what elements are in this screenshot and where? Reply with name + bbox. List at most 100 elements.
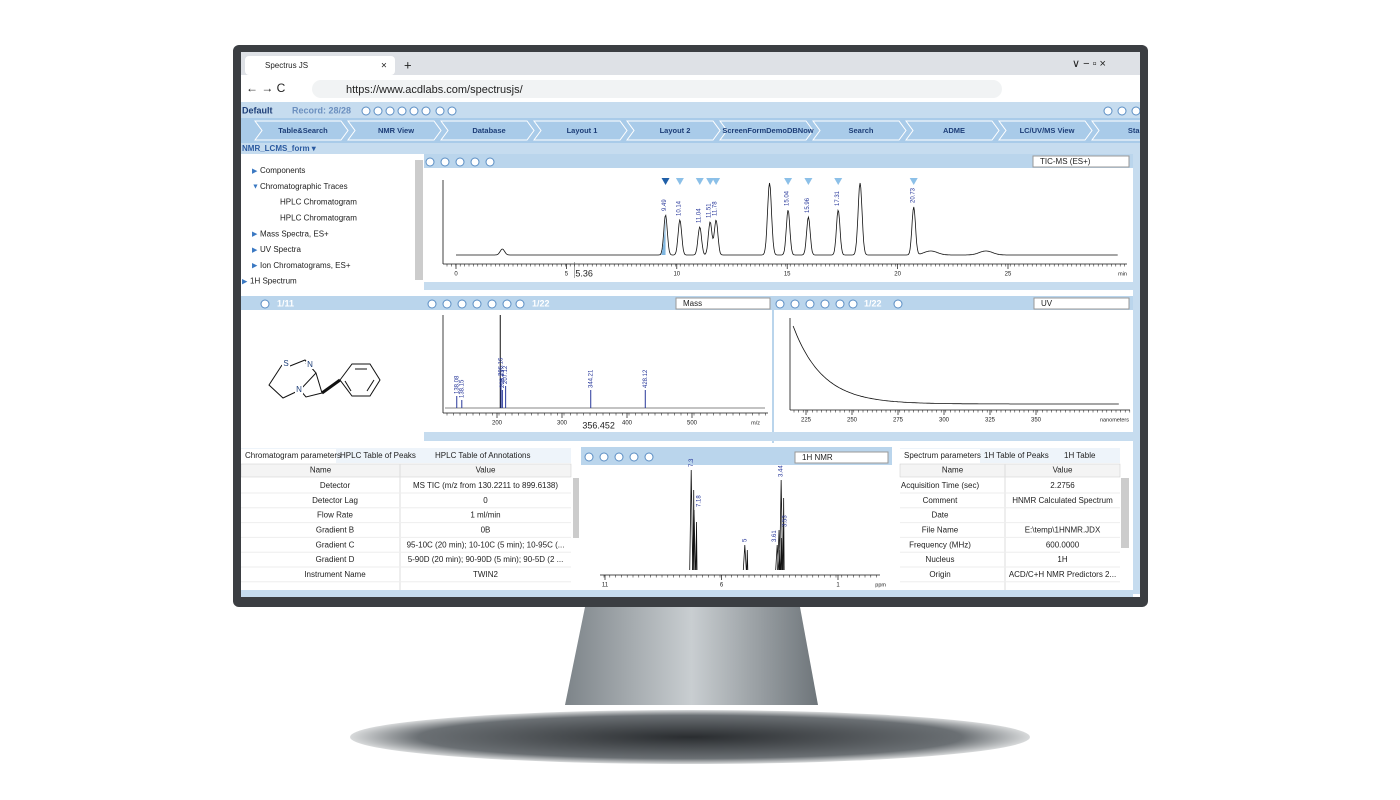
table-cell[interactable]: File Name — [922, 526, 959, 535]
mass-select[interactable] — [675, 297, 771, 310]
table-cell[interactable]: Comment — [923, 496, 958, 505]
tool-icon[interactable] — [373, 106, 383, 116]
tool-icon[interactable] — [502, 299, 512, 309]
tool-icon[interactable] — [442, 299, 452, 309]
form-name[interactable]: NMR_LCMS_form ▾ — [242, 144, 317, 153]
table-tab-label[interactable]: HPLC Table of Annotations — [435, 451, 530, 460]
tool-icon[interactable] — [260, 299, 270, 309]
table-cell[interactable]: Origin — [929, 570, 950, 579]
bottom-scrollbar[interactable] — [241, 590, 1133, 597]
tool-icon[interactable] — [425, 157, 435, 167]
tool-icon[interactable] — [805, 299, 815, 309]
tree-item[interactable]: Ion Chromatograms, ES+ — [260, 261, 351, 270]
peak-marker[interactable] — [784, 178, 793, 185]
table-tab-label[interactable]: HPLC Table of Peaks — [340, 451, 416, 460]
tool-icon[interactable] — [397, 106, 407, 116]
tool-icon[interactable] — [440, 157, 450, 167]
tool-icon[interactable] — [472, 299, 482, 309]
table-tab-label[interactable]: Chromatogram parameters — [245, 451, 341, 460]
table-cell[interactable]: Gradient D — [316, 555, 355, 564]
address-bar[interactable] — [312, 80, 1002, 98]
table-cell[interactable]: 0 — [483, 496, 488, 505]
tool-icon[interactable] — [775, 299, 785, 309]
peak-marker[interactable] — [695, 178, 704, 185]
nav-tab[interactable] — [347, 120, 442, 141]
tree-item[interactable]: Components — [260, 166, 305, 175]
tool-icon[interactable] — [629, 452, 639, 462]
table-cell[interactable]: Gradient B — [316, 526, 354, 535]
table-tab-label[interactable]: 1H Table of Peaks — [984, 451, 1049, 460]
tool-icon[interactable] — [599, 452, 609, 462]
peak-marker[interactable] — [706, 178, 715, 185]
v-scrollbar[interactable] — [1133, 154, 1140, 594]
tree-item[interactable]: Mass Spectra, ES+ — [260, 229, 329, 238]
nav-tab[interactable] — [719, 120, 814, 141]
nmr-select[interactable] — [794, 451, 889, 464]
tool-icon[interactable] — [820, 299, 830, 309]
tree-item[interactable]: HPLC Chromatogram — [280, 198, 357, 207]
tool-icon[interactable] — [835, 299, 845, 309]
h-scrollbar[interactable] — [424, 282, 1133, 290]
tool-icon[interactable] — [409, 106, 419, 116]
table-cell[interactable]: Frequency (MHz) — [909, 540, 971, 549]
table-cell[interactable]: Instrument Name — [304, 570, 366, 579]
table-cell[interactable]: Acquisition Time (sec) — [901, 481, 980, 490]
tree-toggle[interactable]: ▼ — [252, 184, 259, 191]
table-cell[interactable]: 600.0000 — [1046, 540, 1080, 549]
browser-tab[interactable] — [245, 56, 395, 75]
tool-icon[interactable] — [457, 299, 467, 309]
tree-item[interactable]: 1H Spectrum — [250, 277, 297, 286]
tool-icon[interactable] — [447, 106, 457, 116]
table-tab-label[interactable]: Spectrum parameters — [904, 451, 981, 460]
nav-tab[interactable] — [254, 120, 349, 141]
table-cell[interactable]: MS TIC (m/z from 130.2211 to 899.6138) — [413, 481, 558, 490]
tree-toggle[interactable]: ▶ — [252, 247, 258, 254]
tool-icon[interactable] — [455, 157, 465, 167]
table-cell[interactable]: Detector — [320, 481, 351, 490]
table-scrollbar[interactable] — [1121, 478, 1129, 548]
table-cell[interactable]: 0B — [481, 526, 491, 535]
close-tab[interactable]: × — [381, 61, 387, 72]
tree-scrollbar[interactable] — [415, 160, 423, 280]
nav-tab[interactable] — [440, 120, 535, 141]
tool-icon[interactable] — [790, 299, 800, 309]
tool-icon[interactable] — [421, 106, 431, 116]
tool-icon[interactable] — [385, 106, 395, 116]
table-cell[interactable]: Nucleus — [926, 555, 955, 564]
tree-toggle[interactable]: ▶ — [252, 263, 258, 270]
tool-icon[interactable] — [487, 299, 497, 309]
tool-icon[interactable] — [515, 299, 525, 309]
peak-marker[interactable] — [909, 178, 918, 185]
table-cell[interactable]: Gradient C — [316, 540, 355, 549]
table-cell[interactable]: 95-10C (20 min); 10-10C (5 min); 10-95C … — [407, 540, 565, 549]
tree-toggle[interactable]: ▶ — [242, 278, 248, 285]
tool-icon[interactable] — [470, 157, 480, 167]
tool-icon[interactable] — [614, 452, 624, 462]
tree-item[interactable]: UV Spectra — [260, 245, 301, 254]
nav-tab[interactable] — [533, 120, 628, 141]
table-cell[interactable]: 1H — [1057, 555, 1067, 564]
table-cell[interactable]: 5-90D (20 min); 90-90D (5 min); 90-5D (2… — [408, 555, 564, 564]
table-cell[interactable]: Date — [932, 511, 949, 520]
table-cell[interactable]: Detector Lag — [312, 496, 358, 505]
tree-item[interactable]: Chromatographic Traces — [260, 182, 348, 191]
new-tab[interactable]: + — [404, 57, 412, 72]
tool-icon[interactable] — [1131, 106, 1140, 116]
table-cell[interactable]: TWIN2 — [473, 570, 498, 579]
nav-tab[interactable] — [998, 120, 1093, 141]
nav-tab[interactable] — [812, 120, 907, 141]
nav-tab[interactable] — [1091, 120, 1185, 141]
tree-item[interactable]: HPLC Chromatogram — [280, 214, 357, 223]
table-scrollbar[interactable] — [573, 478, 579, 538]
table-tab[interactable] — [900, 449, 980, 463]
peak-marker[interactable] — [834, 178, 843, 185]
trace-select[interactable] — [1032, 155, 1130, 168]
nav-tab[interactable] — [905, 120, 1000, 141]
table-cell[interactable]: E:\temp\1HNMR.JDX — [1025, 526, 1101, 535]
tool-icon[interactable] — [893, 299, 903, 309]
tree-toggle[interactable]: ▶ — [252, 231, 258, 238]
peak-marker[interactable] — [675, 178, 684, 185]
table-tab[interactable] — [241, 449, 336, 463]
tool-icon[interactable] — [485, 157, 495, 167]
peak-marker[interactable] — [712, 178, 721, 185]
